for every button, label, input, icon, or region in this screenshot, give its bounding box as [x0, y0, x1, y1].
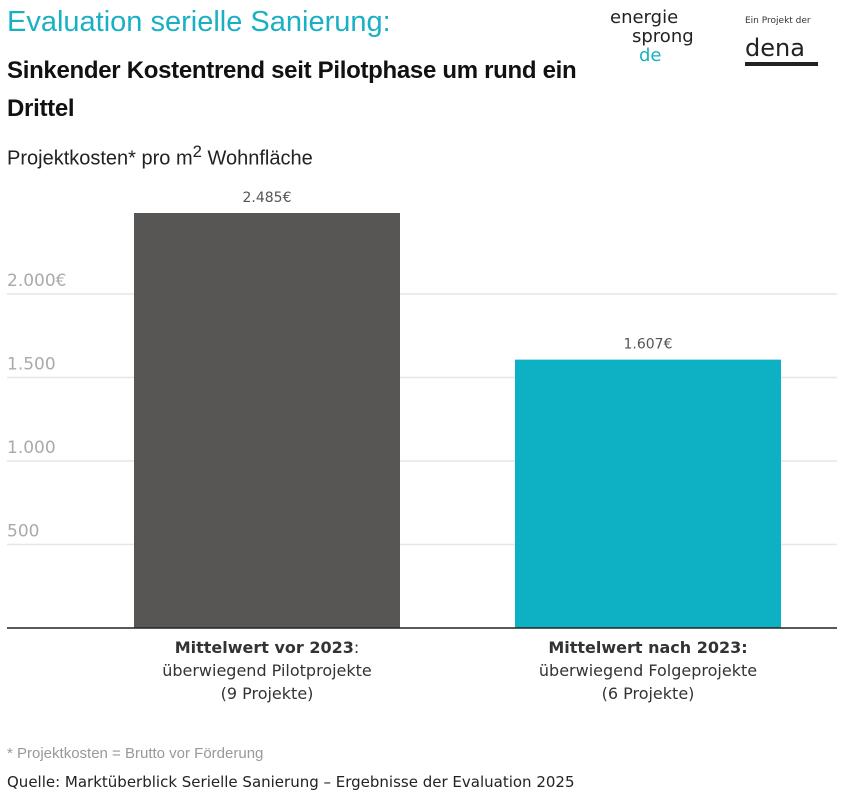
category-bold: Mittelwert nach 2023: [548, 638, 748, 657]
source: Quelle: Marktüberblick Serielle Sanierun… [7, 773, 575, 791]
energiesprong-logo: energie sprong de [610, 8, 694, 65]
category-label-1: Mittelwert nach 2023: überwiegend Folgep… [498, 636, 798, 705]
category-line3: (9 Projekte) [220, 684, 314, 703]
bar-value-label: 2.485€ [243, 190, 292, 206]
dena-caption: Ein Projekt der [745, 16, 811, 26]
category-line3: (6 Projekte) [601, 684, 695, 703]
logo-line: sprong [632, 26, 694, 47]
y-tick-label: 2.000€ [7, 271, 66, 291]
bar-1 [515, 359, 781, 628]
y-tick-label: 500 [7, 522, 39, 542]
chart-subtitle: Sinkender Kostentrend seit Pilotphase um… [7, 57, 577, 122]
y-label-suffix: Wohnfläche [201, 147, 313, 170]
bar-0 [134, 213, 400, 628]
logo-line: de [639, 45, 662, 66]
dena-logo: dena [745, 34, 805, 62]
y-tick-label: 1.500 [7, 355, 56, 375]
y-label-prefix: Projektkosten* pro m [7, 147, 193, 170]
bar-value-label: 1.607€ [624, 337, 673, 353]
y-label-sup: 2 [192, 142, 202, 161]
y-tick-label: 1.000 [7, 438, 56, 458]
category-line2: überwiegend Pilotprojekte [162, 661, 372, 680]
dena-logo-bar [745, 62, 818, 66]
category-line2: überwiegend Folgeprojekte [538, 661, 758, 680]
logo-line: energie [610, 7, 679, 28]
footnote: * Projektkosten = Brutto vor Förderung [7, 745, 264, 762]
category-bold: Mittelwert vor 2023 [174, 638, 354, 657]
chart-title: Evaluation serielle Sanierung: [7, 6, 391, 38]
category-label-0: Mittelwert vor 2023: überwiegend Pilotpr… [117, 636, 417, 705]
category-bold-suffix: : [353, 638, 360, 657]
y-axis-label: Projektkosten* pro m2 Wohnfläche [7, 142, 313, 171]
